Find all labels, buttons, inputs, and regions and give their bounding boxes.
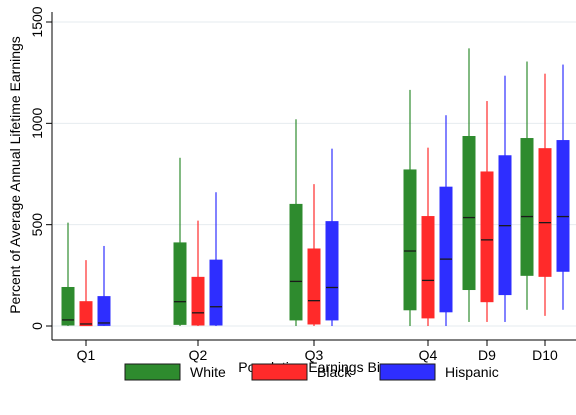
y-tick-label-3: 1500 — [29, 6, 45, 37]
x-tick-label-D10: D10 — [532, 347, 558, 363]
box-white-D9 — [462, 48, 476, 322]
iqr-box — [403, 169, 417, 311]
x-tick-label-Q2: Q2 — [189, 347, 208, 363]
box-white-D10 — [520, 61, 534, 310]
y-tick-label-0: 0 — [29, 322, 45, 330]
box-hispanic-Q2 — [209, 192, 223, 326]
legend-label: White — [190, 364, 226, 380]
iqr-box — [556, 140, 570, 272]
box-hispanic-D9 — [498, 75, 512, 322]
legend-item-white: White — [124, 363, 226, 381]
legend-swatch — [379, 363, 436, 381]
box-black-Q2 — [191, 220, 205, 326]
legend-label: Hispanic — [445, 364, 499, 380]
iqr-box — [173, 242, 187, 325]
iqr-box — [421, 216, 435, 319]
legend-item-black: Black — [251, 363, 352, 381]
iqr-box — [307, 248, 321, 325]
x-tick-label-Q4: Q4 — [419, 347, 438, 363]
box-hispanic-Q1 — [97, 245, 111, 326]
iqr-box — [191, 276, 205, 326]
box-white-Q2 — [173, 157, 187, 326]
box-black-D10 — [538, 73, 552, 316]
y-axis: 0 500 1000 1500 — [29, 6, 53, 340]
box-white-Q4 — [403, 89, 417, 326]
box-black-Q3 — [307, 184, 321, 326]
legend-label: Black — [317, 364, 352, 380]
iqr-box — [538, 148, 552, 277]
box-white-Q3 — [289, 119, 303, 326]
x-tick-label-Q1: Q1 — [77, 347, 96, 363]
iqr-box — [520, 138, 534, 276]
box-hispanic-Q4 — [439, 115, 453, 326]
x-axis: Q1 Q2 Q3 Q4 D9 D10 — [52, 339, 576, 363]
legend-swatch — [251, 363, 308, 381]
iqr-box — [209, 259, 223, 326]
box-plots — [61, 48, 570, 327]
legend-swatch — [124, 363, 181, 381]
iqr-box — [480, 171, 494, 303]
legend-item-hispanic: Hispanic — [379, 363, 499, 381]
box-black-Q1 — [79, 260, 93, 327]
iqr-box — [289, 203, 303, 321]
box-hispanic-Q3 — [325, 148, 339, 326]
box-black-D9 — [480, 101, 494, 322]
y-tick-label-2: 1000 — [29, 108, 45, 139]
iqr-box — [61, 286, 75, 326]
box-white-Q1 — [61, 222, 75, 326]
iqr-box — [325, 221, 339, 321]
iqr-box — [462, 136, 476, 291]
x-tick-label-D9: D9 — [478, 347, 496, 363]
iqr-box — [79, 301, 93, 327]
box-black-Q4 — [421, 147, 435, 326]
y-tick-label-1: 500 — [29, 213, 45, 237]
box-hispanic-D10 — [556, 64, 570, 310]
legend: White Black Hispanic — [124, 363, 499, 381]
y-axis-title: Percent of Average Annual Lifetime Earni… — [7, 36, 23, 314]
iqr-box — [439, 186, 453, 313]
x-tick-label-Q3: Q3 — [305, 347, 324, 363]
iqr-box — [97, 296, 111, 326]
